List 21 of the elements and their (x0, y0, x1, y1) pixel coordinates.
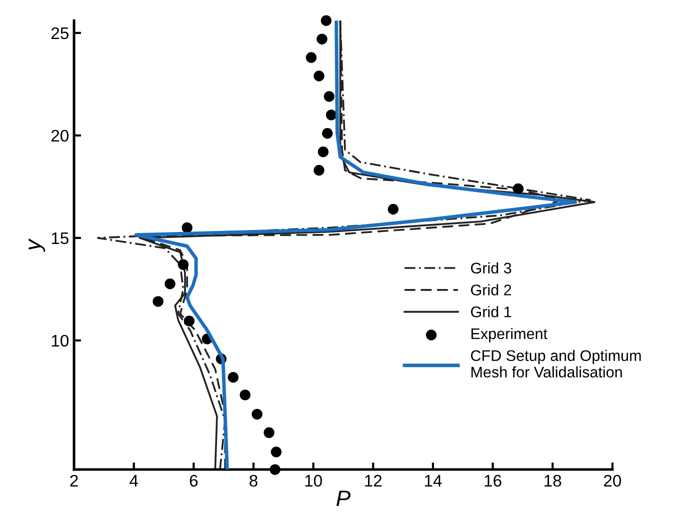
y-axis-title: y (28, 238, 46, 252)
x-tick-label: 18 (544, 474, 562, 487)
x-tick-label: 2 (70, 474, 78, 486)
x-tick-label: 20 (604, 474, 622, 487)
x-tick-label: 10 (305, 474, 322, 487)
legend-label: CFD Setup and Optimum Mesh for Validalisation (471, 350, 641, 378)
y-tick-label: 15 (52, 232, 68, 244)
x-tick-label: 12 (365, 474, 382, 486)
y-tick-label: 10 (52, 334, 69, 347)
x-tick-label: 4 (130, 475, 138, 486)
x-tick-label: 16 (484, 474, 502, 487)
legend-label: Grid 3 (471, 262, 512, 274)
x-tick-label: 14 (424, 475, 442, 486)
y-tick-label: 25 (51, 27, 68, 40)
legend-label: Grid 2 (471, 284, 512, 296)
legend-label: Grid 1 (471, 306, 512, 318)
y-tick-label: 20 (51, 130, 69, 142)
x-tick-label: 6 (190, 474, 198, 487)
x-tick-label: 8 (250, 474, 258, 487)
legend-label: Experiment (472, 328, 548, 342)
x-axis-title: P (336, 490, 350, 506)
